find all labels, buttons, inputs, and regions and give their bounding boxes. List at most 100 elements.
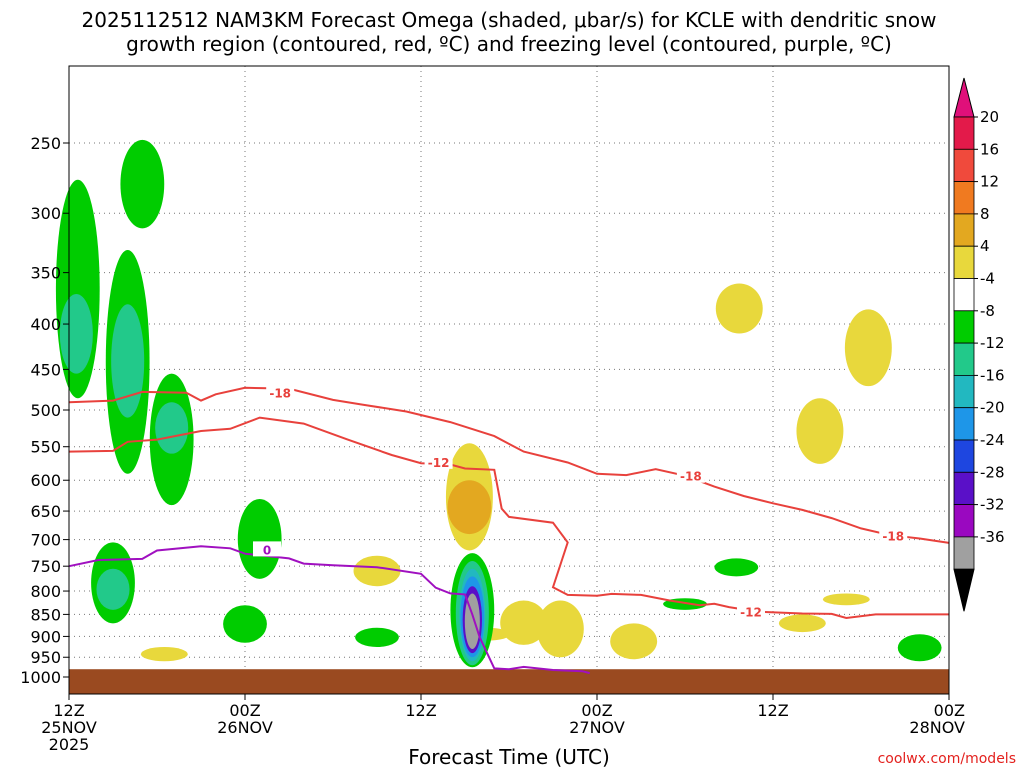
x-tick-label: 27NOV <box>569 718 625 737</box>
omega-cell <box>778 614 826 633</box>
omega-cell <box>355 627 399 647</box>
omega-cell <box>822 593 870 606</box>
plot-area-background <box>69 66 949 694</box>
colorbar-label: 20 <box>980 108 999 126</box>
contour-label: -18 <box>680 470 702 484</box>
contour-freezing-level <box>68 545 590 675</box>
contour-label-bg <box>266 384 295 400</box>
x-tick-label: 26NOV <box>217 718 273 737</box>
colorbar-box <box>953 471 975 505</box>
colorbar-box <box>953 213 975 247</box>
omega-cell <box>610 623 658 660</box>
y-tick-label: 500 <box>30 401 61 420</box>
y-tick-label: 1000 <box>20 668 61 687</box>
colorbar-label: -36 <box>980 528 1005 546</box>
contour-lines: -18 -18 -18 -12 -12 0 <box>68 384 950 675</box>
colorbar-box <box>953 181 975 215</box>
omega-cell <box>96 568 130 610</box>
omega-cell <box>447 480 492 535</box>
contour-dgz-minus12 <box>68 416 949 620</box>
colorbar-box <box>953 116 975 150</box>
colorbar-box <box>953 374 975 409</box>
y-tick-label: 750 <box>30 557 61 576</box>
omega-cell <box>844 309 892 387</box>
colorbar-box <box>953 407 975 441</box>
contour-label: -12 <box>428 456 450 470</box>
omega-cell <box>140 646 188 662</box>
y-tick-label: 800 <box>30 582 61 601</box>
y-tick-label: 250 <box>30 134 61 153</box>
contour-label-bg <box>676 467 705 483</box>
x-axis-label: Forecast Time (UTC) <box>408 745 610 768</box>
x-tick-label: 00Z <box>229 701 260 720</box>
y-tick-label: 700 <box>30 531 61 550</box>
x-tick-label: 00Z <box>934 701 965 720</box>
x-tick-label: 28NOV <box>909 718 965 737</box>
y-tick-label: 550 <box>30 438 61 457</box>
colorbar-label: -4 <box>980 270 995 288</box>
colorbar-box <box>953 342 975 376</box>
x-tick-label: 12Z <box>405 701 436 720</box>
x-tick-label: 2025 <box>49 735 90 754</box>
colorbar-label: 4 <box>980 237 990 255</box>
omega-cell <box>796 398 844 464</box>
omega-cell <box>237 499 282 579</box>
colorbar-box <box>953 536 975 570</box>
omega-cell <box>715 283 763 334</box>
chart-title-line2: growth region (contoured, red, ºC) and f… <box>126 32 892 56</box>
colorbar-box <box>953 278 975 312</box>
omega-cell <box>353 555 401 587</box>
colorbar-box <box>953 439 975 473</box>
colorbar-label: -8 <box>980 302 995 320</box>
contour-label-bg <box>424 453 453 469</box>
colorbar-label: 16 <box>980 140 999 158</box>
colorbar-label: 8 <box>980 205 990 223</box>
omega-cell <box>464 593 480 650</box>
contour-dgz-minus18 <box>68 386 950 544</box>
x-tick-label: 12Z <box>53 701 84 720</box>
colorbar-label: -12 <box>980 334 1005 352</box>
y-tick-label: 850 <box>30 605 61 624</box>
omega-cell <box>59 294 93 374</box>
contour-label: 0 <box>263 543 271 557</box>
chart-title-line1: 2025112512 NAM3KM Forecast Omega (shaded… <box>82 8 937 32</box>
y-tick-label: 450 <box>30 360 61 379</box>
colorbar-box <box>953 310 975 344</box>
colorbar-top-arrow <box>953 77 975 118</box>
x-tick-label: 12Z <box>757 701 788 720</box>
colorbar: 20 16 12 8 4 -4 -8 -12 -16 -20 -24 -28 -32 -36 <box>953 77 1005 612</box>
colorbar-label: -20 <box>980 399 1005 417</box>
colorbar-box <box>953 504 975 538</box>
colorbar-label: -24 <box>980 431 1005 449</box>
ground-surface <box>69 669 949 694</box>
omega-cell <box>500 600 548 645</box>
contour-label: -18 <box>882 530 904 544</box>
contour-label-bg <box>879 527 908 543</box>
contour-label: -12 <box>740 606 762 620</box>
y-axis: 250 300 350 400 450 500 550 600 650 700 750 800 850 9… <box>20 134 69 687</box>
omega-cell <box>155 402 189 454</box>
colorbar-label: -32 <box>980 496 1005 514</box>
colorbar-box <box>953 245 975 279</box>
contour-label-bg <box>253 541 281 557</box>
omega-cell <box>120 139 165 229</box>
colorbar-box <box>953 148 975 183</box>
omega-cell <box>536 600 584 658</box>
y-tick-label: 650 <box>30 502 61 521</box>
x-tick-label: 00Z <box>581 701 612 720</box>
credit-text: coolwx.com/models <box>878 751 1016 767</box>
x-tick-label: 25NOV <box>41 718 97 737</box>
y-tick-label: 300 <box>30 204 61 223</box>
contour-label: -18 <box>269 387 291 401</box>
colorbar-label: -28 <box>980 463 1005 481</box>
plot-frame <box>68 65 950 695</box>
y-tick-label: 900 <box>30 627 61 646</box>
contour-label-bg <box>737 603 765 619</box>
y-tick-label: 350 <box>30 264 61 283</box>
y-tick-label: 950 <box>30 648 61 667</box>
omega-shading <box>55 139 942 668</box>
omega-cell <box>714 558 759 577</box>
colorbar-label: 12 <box>980 173 999 191</box>
